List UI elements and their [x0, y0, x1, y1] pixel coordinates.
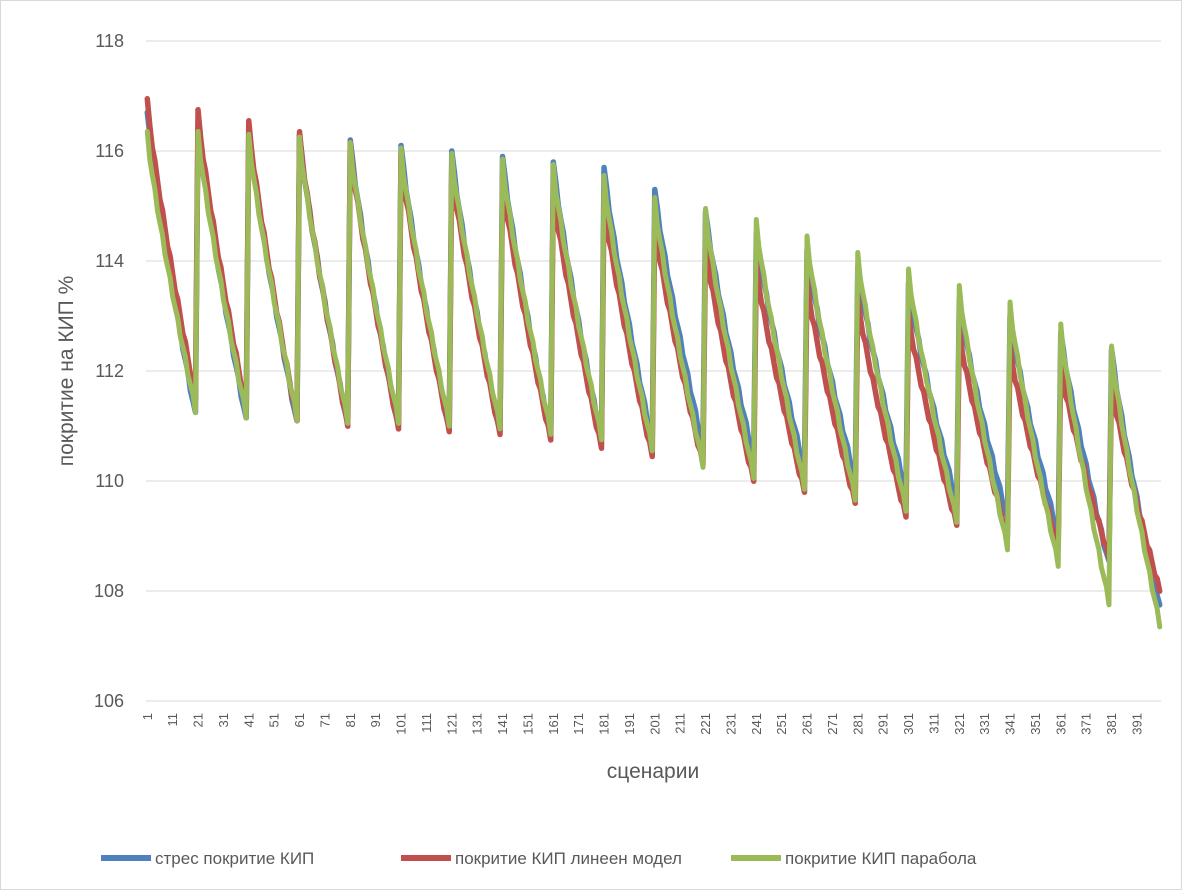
x-tick-label: 111 [419, 713, 434, 733]
series-line-3 [144, 129, 1163, 630]
x-tick-label: 311 [926, 713, 941, 734]
series-lines [144, 95, 1163, 630]
x-tick-label: 11 [165, 713, 180, 727]
x-tick-label: 101 [394, 713, 409, 735]
x-tick-label: 371 [1079, 713, 1094, 735]
legend-label-2: покритие КИП линеен модел [455, 849, 682, 868]
legend: стрес покритие КИП покритие КИП линеен мо… [101, 849, 977, 868]
y-tick-label: 106 [94, 691, 124, 711]
x-tick-label: 301 [901, 713, 916, 735]
legend-label-3: покритие КИП парабола [785, 849, 977, 868]
x-tick-label: 291 [876, 713, 891, 735]
y-axis-title: покритие на КИП % [55, 276, 78, 467]
x-tick-label: 161 [546, 713, 561, 735]
x-tick-label: 281 [850, 713, 865, 735]
x-tick-label: 181 [597, 713, 612, 735]
x-tick-label: 341 [1003, 713, 1018, 735]
x-tick-label: 321 [952, 713, 967, 735]
x-tick-label: 191 [622, 713, 637, 735]
x-tick-label: 21 [191, 713, 206, 727]
y-tick-label: 108 [94, 581, 124, 601]
x-tick-label: 51 [267, 713, 282, 727]
y-tick-label: 116 [95, 141, 124, 161]
x-tick-label: 141 [495, 713, 510, 735]
x-tick-label: 211 [673, 713, 688, 734]
legend-label-1: стрес покритие КИП [155, 849, 314, 868]
y-tick-label: 114 [95, 251, 124, 271]
x-tick-label: 351 [1028, 713, 1043, 735]
x-tick-label: 391 [1129, 713, 1144, 735]
x-tick-label: 201 [647, 713, 662, 735]
y-axis-ticks: 106 108 110 112 114 116 118 [94, 31, 124, 711]
x-tick-label: 171 [571, 713, 586, 735]
y-tick-label: 110 [95, 471, 124, 491]
x-tick-label: 41 [241, 713, 256, 727]
x-tick-label: 251 [774, 713, 789, 735]
x-tick-label: 151 [520, 713, 535, 735]
x-tick-label: 361 [1053, 713, 1068, 735]
x-tick-label: 231 [723, 713, 738, 735]
y-tick-label: 112 [95, 361, 124, 381]
x-tick-label: 381 [1104, 713, 1119, 735]
x-tick-label: 271 [825, 713, 840, 735]
x-tick-label: 31 [216, 713, 231, 727]
x-tick-label: 131 [470, 713, 485, 735]
x-tick-label: 261 [800, 713, 815, 735]
x-tick-label: 221 [698, 713, 713, 735]
x-tick-label: 331 [977, 713, 992, 735]
x-axis-ticks: 1 11 21 31 41 51 61 71 81 91 101 111 121 131 141 151 161… [140, 713, 1145, 735]
x-tick-label: 81 [343, 713, 358, 727]
x-tick-label: 121 [444, 713, 459, 735]
y-tick-label: 118 [95, 31, 124, 51]
x-tick-label: 241 [749, 713, 764, 735]
x-tick-label: 1 [140, 713, 155, 720]
x-tick-label: 71 [317, 713, 332, 727]
x-axis-title: сценарии [607, 760, 699, 783]
x-tick-label: 61 [292, 713, 307, 727]
x-tick-label: 91 [368, 713, 383, 727]
